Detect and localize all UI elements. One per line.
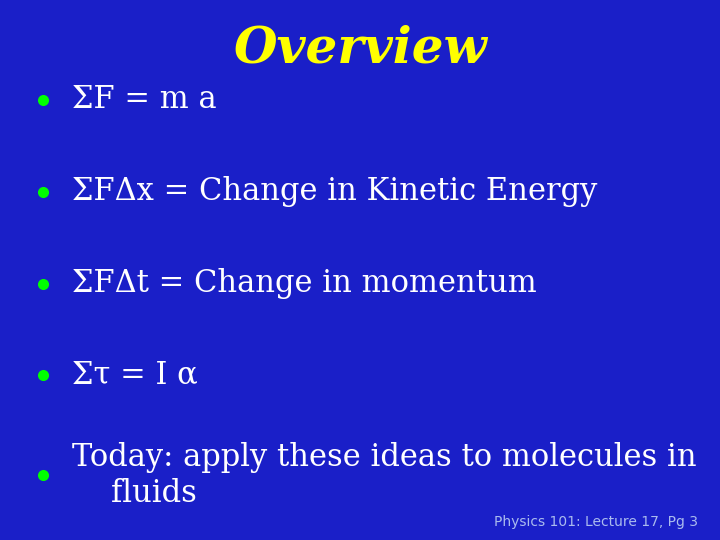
Text: ΣFΔx = Change in Kinetic Energy: ΣFΔx = Change in Kinetic Energy bbox=[72, 176, 598, 207]
Text: Physics 101: Lecture 17, Pg 3: Physics 101: Lecture 17, Pg 3 bbox=[495, 515, 698, 529]
Text: ΣF = m a: ΣF = m a bbox=[72, 84, 217, 116]
Text: ΣFΔt = Change in momentum: ΣFΔt = Change in momentum bbox=[72, 268, 536, 299]
Text: Στ = I α: Στ = I α bbox=[72, 360, 198, 391]
Text: Today: apply these ideas to molecules in
    fluids: Today: apply these ideas to molecules in… bbox=[72, 442, 697, 509]
Text: Overview: Overview bbox=[233, 24, 487, 73]
